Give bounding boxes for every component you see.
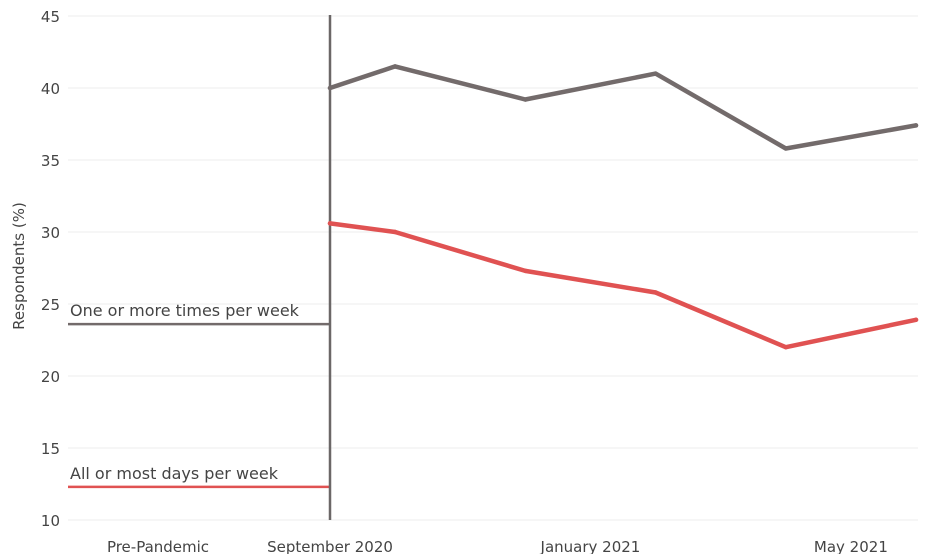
data-point (393, 230, 397, 234)
series-line (330, 66, 916, 148)
pre-pandemic-reference-lines: One or more times per week All or most da… (68, 301, 330, 487)
data-point (523, 269, 527, 273)
y-axis: 10 15 20 25 30 35 40 45 (41, 8, 60, 530)
data-point (328, 86, 332, 90)
series-lines (328, 64, 918, 349)
data-point (914, 123, 918, 127)
y-tick-label: 35 (41, 152, 60, 170)
pre-pandemic-label: Pre-Pandemic (107, 538, 209, 554)
y-tick-label: 15 (41, 440, 60, 458)
x-tick-label: January 2021 (540, 538, 641, 554)
data-point (653, 71, 657, 75)
x-tick-label: May 2021 (814, 538, 888, 554)
data-point (393, 64, 397, 68)
y-tick-label: 45 (41, 8, 60, 26)
y-tick-label: 30 (41, 224, 60, 242)
x-tick-label: September 2020 (267, 538, 393, 554)
data-point (784, 345, 788, 349)
data-point (914, 318, 918, 322)
data-point (523, 97, 527, 101)
data-point (653, 290, 657, 294)
y-axis-title: Respondents (%) (10, 202, 28, 330)
y-tick-label: 10 (41, 512, 60, 530)
data-point (784, 146, 788, 150)
series-label: One or more times per week (70, 301, 300, 320)
data-point (328, 221, 332, 225)
y-tick-label: 20 (41, 368, 60, 386)
y-tick-label: 25 (41, 296, 60, 314)
y-tick-label: 40 (41, 80, 60, 98)
series-label: All or most days per week (70, 464, 279, 483)
series-line (330, 223, 916, 347)
x-axis: September 2020 January 2021 May 2021 (267, 538, 888, 554)
